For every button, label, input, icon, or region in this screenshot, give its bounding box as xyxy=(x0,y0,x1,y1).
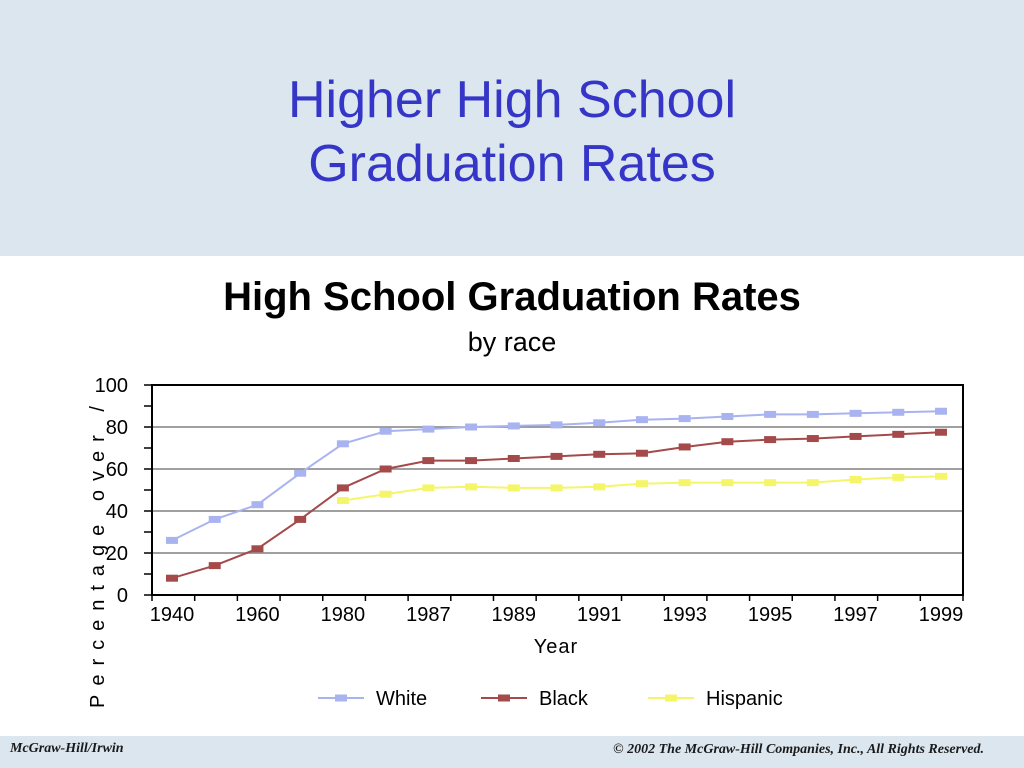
x-tick-label: 1999 xyxy=(919,604,964,626)
x-axis-label: Year xyxy=(534,636,578,658)
white-series-line xyxy=(171,410,942,542)
black-data-point xyxy=(294,515,307,523)
plot-area-border xyxy=(151,384,964,596)
white-data-point xyxy=(935,407,947,415)
x-tick-label: 1991 xyxy=(577,604,622,626)
x-tick-label: 1940 xyxy=(150,604,195,626)
chart-title: High School Graduation Rates xyxy=(223,275,801,319)
white-data-point xyxy=(849,409,862,417)
black-legend-label: Black xyxy=(539,688,589,710)
black-legend-marker xyxy=(498,694,510,702)
white-data-point xyxy=(764,410,777,418)
black-data-point xyxy=(635,449,648,457)
x-tick-label: 1997 xyxy=(833,604,878,626)
x-tick-label: 1993 xyxy=(662,604,707,626)
y-tick-label: 80 xyxy=(106,417,128,439)
white-data-point xyxy=(550,421,563,429)
hispanic-data-point xyxy=(422,484,435,492)
y-axis-label: Percentage over / xyxy=(87,397,109,708)
hispanic-data-point xyxy=(507,484,520,492)
hispanic-data-point xyxy=(550,484,563,492)
white-data-point xyxy=(892,408,905,416)
chart-subtitle: by race xyxy=(468,327,557,357)
hispanic-data-point xyxy=(678,479,691,487)
black-data-point xyxy=(507,455,520,462)
black-data-point xyxy=(721,438,734,446)
white-data-point xyxy=(251,501,264,509)
white-data-point xyxy=(379,427,392,435)
white-data-point xyxy=(422,425,435,433)
black-data-point xyxy=(336,484,349,492)
x-tick-label: 1960 xyxy=(235,604,280,626)
white-data-point xyxy=(806,410,819,418)
black-data-point xyxy=(465,457,478,465)
black-data-point xyxy=(678,443,691,451)
hispanic-data-point xyxy=(721,479,734,487)
hispanic-data-point xyxy=(336,497,349,504)
hispanic-data-point xyxy=(635,480,648,488)
white-data-point xyxy=(465,423,478,431)
y-tick-label: 60 xyxy=(106,459,128,481)
footer-copyright: © 2002 The McGraw-Hill Companies, Inc., … xyxy=(613,742,984,757)
hispanic-legend-label: Hispanic xyxy=(706,688,783,710)
hispanic-data-point xyxy=(806,479,819,487)
chart-panel: High School Graduation Rates by race Per… xyxy=(0,256,1024,736)
white-data-point xyxy=(721,413,734,420)
y-tick-label: 20 xyxy=(106,543,128,565)
white-data-point xyxy=(635,416,648,424)
white-legend-label: White xyxy=(376,688,427,710)
hispanic-data-point xyxy=(465,483,478,491)
black-data-point xyxy=(208,562,221,570)
black-data-point xyxy=(764,436,777,444)
hispanic-data-point xyxy=(593,483,606,491)
white-data-point xyxy=(336,440,349,448)
white-data-point xyxy=(166,536,178,544)
black-data-point xyxy=(849,432,862,440)
white-data-point xyxy=(593,419,606,427)
x-tick-label: 1987 xyxy=(406,604,451,626)
hispanic-data-point xyxy=(379,490,392,498)
y-tick-label: 100 xyxy=(95,375,128,397)
slide-title-line2: Graduation Rates xyxy=(308,135,716,193)
black-data-point xyxy=(550,452,563,460)
x-tick-label: 1995 xyxy=(748,604,793,626)
black-data-point xyxy=(935,428,947,436)
line-chart: High School Graduation Rates by race Per… xyxy=(87,275,964,710)
y-tick-label: 40 xyxy=(106,501,128,523)
black-data-point xyxy=(422,457,435,465)
y-tick-label: 0 xyxy=(117,585,128,607)
white-data-point xyxy=(678,415,691,423)
white-data-point xyxy=(294,469,307,477)
hispanic-legend-marker xyxy=(665,694,677,702)
black-data-point xyxy=(892,430,905,438)
x-tick-label: 1989 xyxy=(492,604,537,626)
white-data-point xyxy=(507,422,520,430)
hispanic-data-point xyxy=(892,473,905,481)
black-data-point xyxy=(379,465,392,473)
black-data-point xyxy=(593,450,606,458)
slide-title-line1: Higher High School xyxy=(287,71,737,129)
hispanic-data-point xyxy=(849,476,862,483)
slide-title: Higher High School Graduation Rates xyxy=(0,68,1024,196)
black-data-point xyxy=(251,545,264,553)
hispanic-data-point xyxy=(935,472,947,480)
white-legend-marker xyxy=(335,694,347,702)
footer-publisher: McGraw-Hill/Irwin xyxy=(10,741,124,756)
black-data-point xyxy=(166,574,178,582)
white-data-point xyxy=(208,515,221,523)
black-data-point xyxy=(806,435,819,443)
hispanic-data-point xyxy=(764,479,777,487)
x-tick-label: 1980 xyxy=(321,604,366,626)
